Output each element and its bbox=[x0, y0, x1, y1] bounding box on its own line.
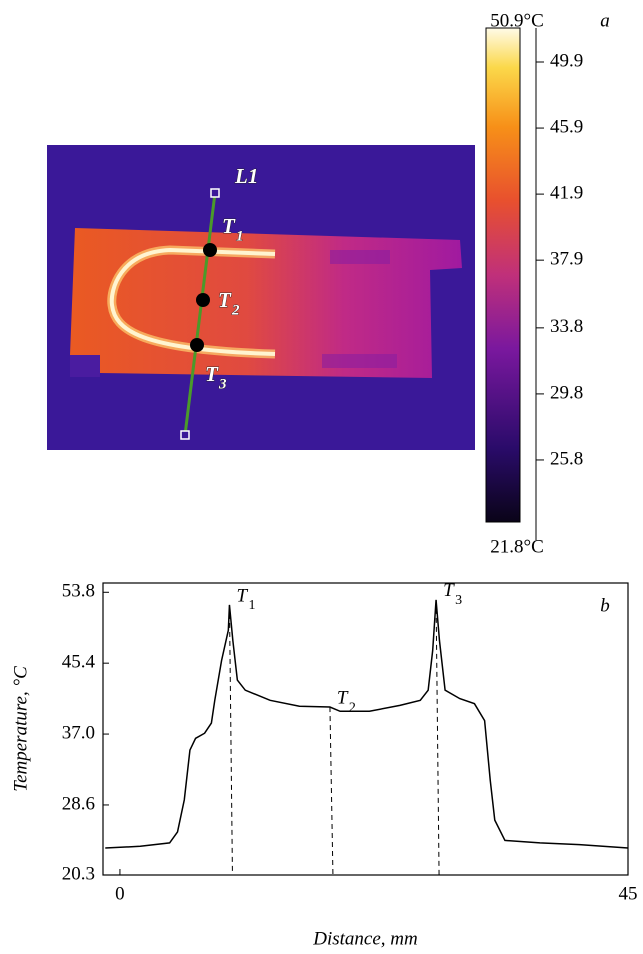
colorbar-tick-label: 25.8 bbox=[550, 448, 583, 469]
point-label: T bbox=[218, 288, 232, 312]
temperature-line bbox=[105, 600, 628, 848]
marker-dash bbox=[229, 605, 232, 875]
marker-dash bbox=[436, 600, 439, 875]
colorbar-end-label: 50.9°C bbox=[490, 10, 544, 31]
point-subscript: 2 bbox=[231, 302, 240, 318]
marker-label: T bbox=[443, 580, 455, 601]
point-subscript: 3 bbox=[218, 376, 227, 392]
y-tick-label: 28.6 bbox=[62, 793, 95, 814]
point-label: T bbox=[205, 362, 219, 386]
plot-frame bbox=[103, 583, 628, 875]
marker-label: T bbox=[236, 585, 248, 606]
colorbar-tick-label: 37.9 bbox=[550, 249, 583, 270]
x-tick-label: 0 bbox=[115, 883, 125, 904]
x-axis-label: Distance, mm bbox=[312, 928, 417, 949]
line-label: L1 bbox=[234, 164, 258, 188]
colorbar-tick-label: 49.9 bbox=[550, 50, 583, 71]
y-tick-label: 20.3 bbox=[62, 863, 95, 884]
point-label: T bbox=[222, 214, 236, 238]
marker-subscript: 3 bbox=[455, 593, 462, 608]
colorbar-tick-label: 41.9 bbox=[550, 182, 583, 203]
marker-subscript: 1 bbox=[248, 598, 255, 613]
y-axis-label: Temperature, °C bbox=[10, 666, 31, 792]
colorbar-end-label: 21.8°C bbox=[490, 536, 544, 557]
point-subscript: 1 bbox=[236, 228, 244, 244]
colorbar-tick-label: 45.9 bbox=[550, 116, 583, 137]
figure: a 21.8°C 25.8 29.8 33.8 37.9 41.9 45.9 49.9 50.9°… bbox=[0, 0, 643, 954]
colorbar bbox=[486, 28, 520, 522]
y-tick-label: 45.4 bbox=[62, 652, 96, 673]
panel-label: a bbox=[600, 10, 610, 31]
colorbar-tick-label: 29.8 bbox=[550, 382, 583, 403]
y-tick-label: 53.8 bbox=[62, 581, 95, 602]
marker-label: T bbox=[337, 687, 349, 708]
x-tick-label: 45 bbox=[619, 883, 638, 904]
marker-dash bbox=[330, 707, 333, 875]
y-tick-label: 37.0 bbox=[62, 722, 95, 743]
thermal-image bbox=[47, 145, 475, 450]
marker-subscript: 2 bbox=[349, 700, 356, 715]
colorbar-tick-label: 33.8 bbox=[550, 316, 583, 337]
panel-label: b bbox=[600, 595, 610, 616]
